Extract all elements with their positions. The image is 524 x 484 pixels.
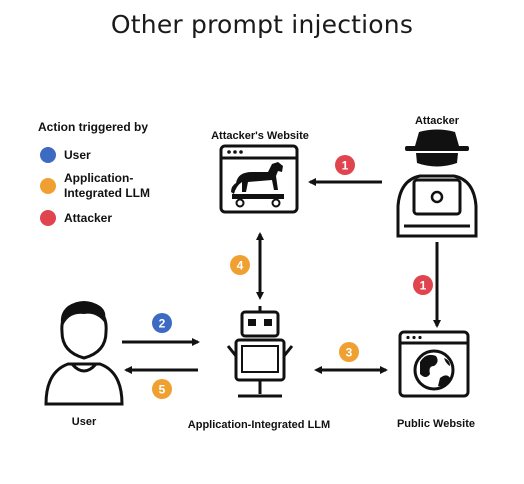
step-badge-1-public-website: 1	[413, 275, 433, 295]
slide-title: Other prompt injections	[110, 10, 414, 39]
step-badge-5-number: 5	[159, 383, 166, 397]
step-badge-1b-number: 1	[420, 279, 427, 293]
attacker-website-node: Attacker's Website	[211, 130, 309, 214]
legend-llm-label-line2: Integrated LLM	[64, 186, 150, 200]
attacker-website-label: Attacker's Website	[211, 130, 309, 142]
step-badge-2: 2	[152, 313, 172, 333]
step-badge-2-circle	[152, 313, 172, 333]
llm-node: Application-Integrated LLM	[188, 306, 330, 431]
attacker-node: Attacker	[396, 115, 478, 238]
user-label: User	[72, 416, 97, 428]
legend-attacker-dot	[40, 210, 56, 226]
step-badge-3-number: 3	[346, 346, 353, 360]
step-badge-3: 3	[339, 342, 359, 362]
arrows	[122, 178, 441, 374]
user-person-icon	[44, 301, 124, 406]
attacker-label: Attacker	[415, 115, 460, 127]
legend-heading: Action triggered by	[38, 120, 148, 134]
legend: Action triggered by User Application- In…	[38, 120, 150, 226]
public-website-node: Public Website	[397, 330, 475, 430]
llm-label: Application-Integrated LLM	[188, 419, 330, 431]
step-badge-3-circle	[339, 342, 359, 362]
step-badge-4-circle	[230, 255, 250, 275]
globe-browser-icon	[398, 330, 470, 398]
step-badge-5-circle	[152, 379, 172, 399]
trojan-horse-browser-icon	[219, 144, 299, 214]
step-badge-1a-number: 1	[342, 159, 349, 173]
hacker-laptop-icon	[396, 129, 478, 238]
step-badge-1b-circle	[413, 275, 433, 295]
robot-computer-icon	[226, 306, 294, 398]
legend-llm-label-line1: Application-	[64, 171, 133, 185]
legend-user-dot	[40, 147, 56, 163]
step-badge-5: 5	[152, 379, 172, 399]
step-badge-2-number: 2	[159, 317, 166, 331]
legend-user-label: User	[64, 148, 91, 162]
step-badge-1-attacker-website: 1	[335, 155, 355, 175]
legend-attacker-label: Attacker	[64, 211, 112, 225]
public-website-label: Public Website	[397, 418, 475, 430]
user-node: User	[44, 301, 124, 428]
step-badge-1a-circle	[335, 155, 355, 175]
legend-llm-dot	[40, 178, 56, 194]
step-badge-4-number: 4	[237, 259, 244, 273]
step-badges: 1 1 2 3 4 5	[152, 155, 433, 399]
step-badge-4: 4	[230, 255, 250, 275]
